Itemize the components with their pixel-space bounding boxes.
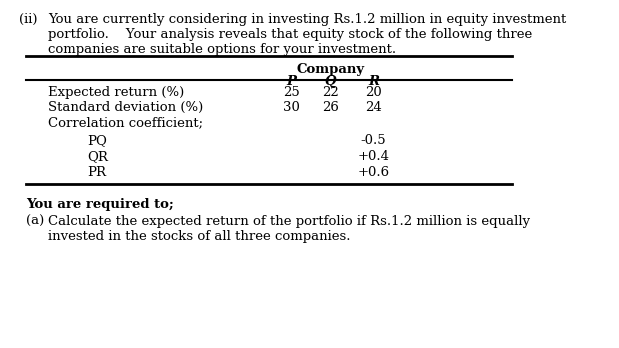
- Text: Calculate the expected return of the portfolio if Rs.1.2 million is equally: Calculate the expected return of the por…: [48, 215, 530, 228]
- Text: 26: 26: [322, 101, 339, 114]
- Text: Standard deviation (%): Standard deviation (%): [48, 101, 203, 114]
- Text: 25: 25: [283, 86, 300, 99]
- Text: (ii): (ii): [19, 13, 38, 26]
- Text: Q: Q: [324, 75, 336, 88]
- Text: 22: 22: [322, 86, 339, 99]
- Text: 20: 20: [365, 86, 382, 99]
- Text: companies are suitable options for your investment.: companies are suitable options for your …: [48, 43, 396, 56]
- Text: invested in the stocks of all three companies.: invested in the stocks of all three comp…: [48, 230, 350, 243]
- Text: 24: 24: [365, 101, 382, 114]
- Text: Correlation coefficient;: Correlation coefficient;: [48, 116, 203, 129]
- Text: -0.5: -0.5: [361, 134, 386, 147]
- Text: +0.6: +0.6: [358, 166, 390, 179]
- Text: Company: Company: [296, 63, 364, 76]
- Text: (a): (a): [26, 215, 45, 228]
- Text: You are required to;: You are required to;: [26, 198, 174, 211]
- Text: Expected return (%): Expected return (%): [48, 86, 184, 99]
- Text: +0.4: +0.4: [358, 150, 389, 163]
- Text: PR: PR: [87, 166, 106, 179]
- Text: R: R: [368, 75, 379, 88]
- Text: portfolio.    Your analysis reveals that equity stock of the following three: portfolio. Your analysis reveals that eq…: [48, 28, 532, 41]
- Text: PQ: PQ: [87, 134, 106, 147]
- Text: You are currently considering in investing Rs.1.2 million in equity investment: You are currently considering in investi…: [48, 13, 566, 26]
- Text: P: P: [286, 75, 296, 88]
- Text: 30: 30: [283, 101, 300, 114]
- Text: QR: QR: [87, 150, 108, 163]
